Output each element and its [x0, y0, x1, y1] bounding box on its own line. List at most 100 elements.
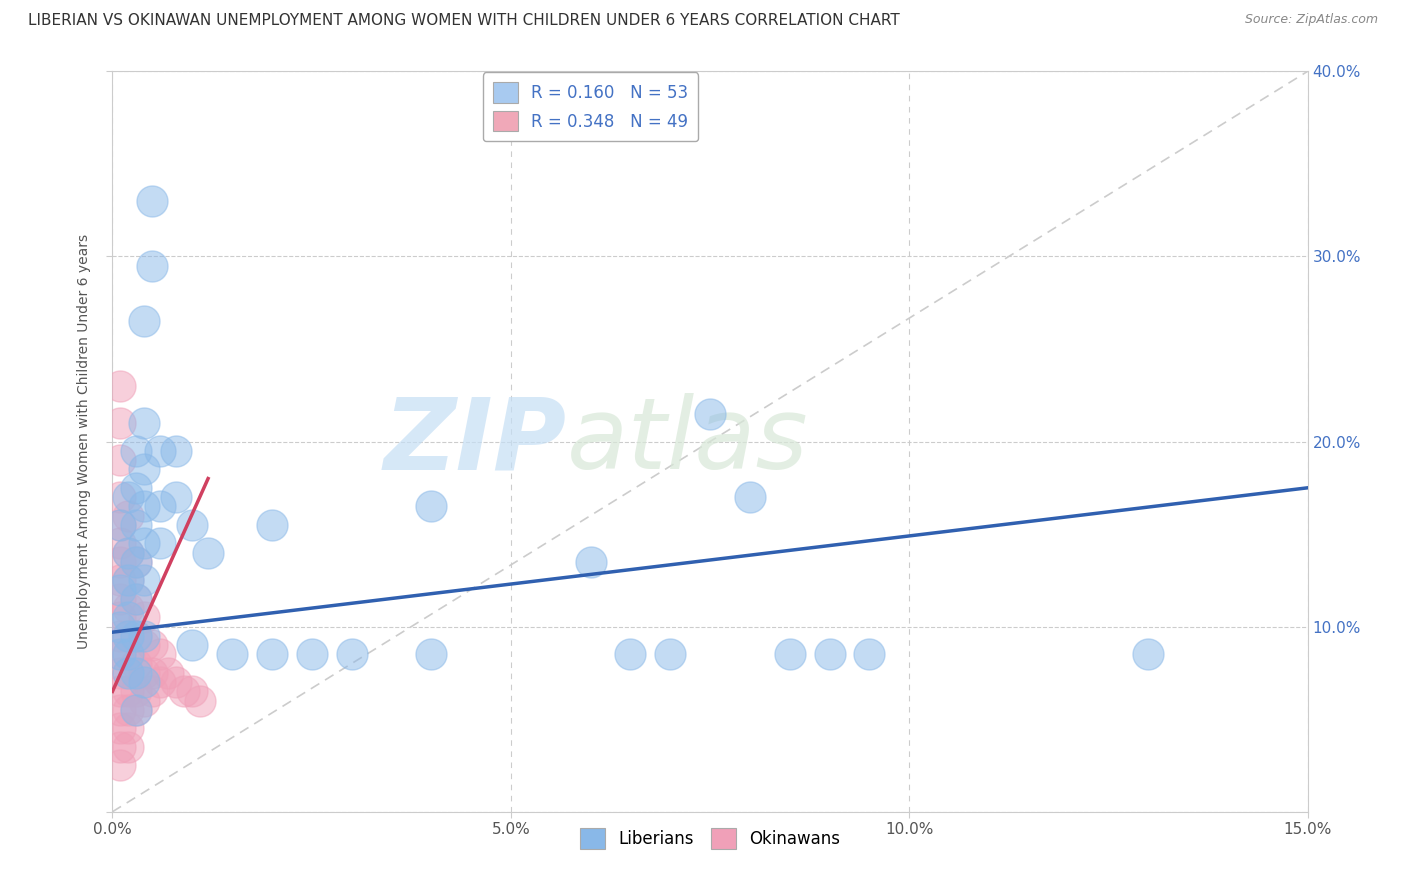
Point: [117, 629, 139, 643]
Point: [125, 591, 148, 606]
Point: [110, 629, 132, 643]
Point: [117, 601, 139, 615]
Point: [165, 675, 187, 690]
Point: [188, 694, 211, 708]
Point: [699, 407, 721, 421]
Point: [149, 675, 172, 690]
Point: [779, 648, 801, 662]
Point: [134, 536, 156, 550]
Point: [134, 665, 156, 680]
Point: [110, 582, 132, 597]
Point: [110, 591, 132, 606]
Point: [301, 648, 323, 662]
Point: [125, 629, 148, 643]
Point: [110, 739, 132, 754]
Point: [149, 648, 172, 662]
Point: [260, 517, 283, 532]
Point: [165, 443, 187, 458]
Point: [110, 665, 132, 680]
Point: [117, 545, 139, 560]
Point: [149, 536, 172, 550]
Point: [1137, 648, 1160, 662]
Point: [125, 703, 148, 717]
Point: [117, 722, 139, 736]
Point: [141, 638, 163, 652]
Point: [117, 703, 139, 717]
Point: [117, 648, 139, 662]
Text: ZIP: ZIP: [384, 393, 567, 490]
Point: [738, 490, 761, 504]
Point: [117, 610, 139, 624]
Point: [110, 619, 132, 633]
Point: [125, 555, 148, 569]
Point: [110, 416, 132, 430]
Point: [619, 648, 641, 662]
Point: [125, 684, 148, 698]
Point: [110, 684, 132, 698]
Point: [197, 545, 219, 560]
Point: [117, 684, 139, 698]
Point: [117, 648, 139, 662]
Point: [125, 703, 148, 717]
Point: [221, 648, 243, 662]
Point: [110, 490, 132, 504]
Point: [110, 610, 132, 624]
Point: [117, 665, 139, 680]
Point: [117, 665, 139, 680]
Point: [181, 638, 204, 652]
Text: LIBERIAN VS OKINAWAN UNEMPLOYMENT AMONG WOMEN WITH CHILDREN UNDER 6 YEARS CORREL: LIBERIAN VS OKINAWAN UNEMPLOYMENT AMONG …: [28, 13, 900, 29]
Point: [420, 500, 443, 514]
Point: [125, 665, 148, 680]
Point: [117, 574, 139, 588]
Point: [110, 536, 132, 550]
Point: [110, 517, 132, 532]
Text: Source: ZipAtlas.com: Source: ZipAtlas.com: [1244, 13, 1378, 27]
Point: [141, 194, 163, 208]
Y-axis label: Unemployment Among Women with Children Under 6 years: Unemployment Among Women with Children U…: [77, 234, 91, 649]
Point: [110, 648, 132, 662]
Point: [134, 500, 156, 514]
Point: [125, 629, 148, 643]
Point: [117, 508, 139, 523]
Point: [125, 657, 148, 671]
Point: [117, 629, 139, 643]
Point: [141, 259, 163, 273]
Point: [659, 648, 682, 662]
Legend: Liberians, Okinawans: Liberians, Okinawans: [574, 822, 846, 855]
Point: [117, 574, 139, 588]
Point: [110, 453, 132, 467]
Point: [134, 629, 156, 643]
Point: [110, 555, 132, 569]
Point: [181, 684, 204, 698]
Point: [818, 648, 841, 662]
Point: [134, 694, 156, 708]
Point: [134, 416, 156, 430]
Point: [149, 500, 172, 514]
Point: [110, 758, 132, 772]
Point: [125, 591, 148, 606]
Point: [110, 703, 132, 717]
Point: [141, 684, 163, 698]
Point: [125, 443, 148, 458]
Point: [173, 684, 195, 698]
Point: [157, 665, 180, 680]
Point: [165, 490, 187, 504]
Point: [134, 675, 156, 690]
Point: [117, 545, 139, 560]
Point: [134, 462, 156, 476]
Point: [420, 648, 443, 662]
Point: [260, 648, 283, 662]
Point: [125, 481, 148, 495]
Point: [579, 555, 602, 569]
Point: [134, 610, 156, 624]
Point: [134, 574, 156, 588]
Point: [125, 555, 148, 569]
Point: [110, 722, 132, 736]
Text: atlas: atlas: [567, 393, 808, 490]
Point: [141, 665, 163, 680]
Point: [340, 648, 363, 662]
Point: [110, 648, 132, 662]
Point: [134, 638, 156, 652]
Point: [117, 490, 139, 504]
Point: [117, 739, 139, 754]
